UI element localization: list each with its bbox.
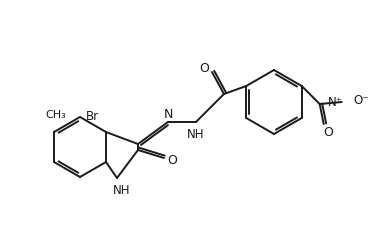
Text: NH: NH (113, 184, 131, 197)
Text: O⁻: O⁻ (354, 94, 369, 107)
Text: CH₃: CH₃ (45, 109, 66, 119)
Text: O: O (167, 154, 177, 167)
Text: N: N (163, 108, 172, 121)
Text: O: O (323, 126, 333, 139)
Text: Br: Br (85, 110, 98, 123)
Text: NH: NH (187, 128, 205, 141)
Text: O: O (199, 61, 209, 74)
Text: N⁺: N⁺ (328, 96, 343, 109)
